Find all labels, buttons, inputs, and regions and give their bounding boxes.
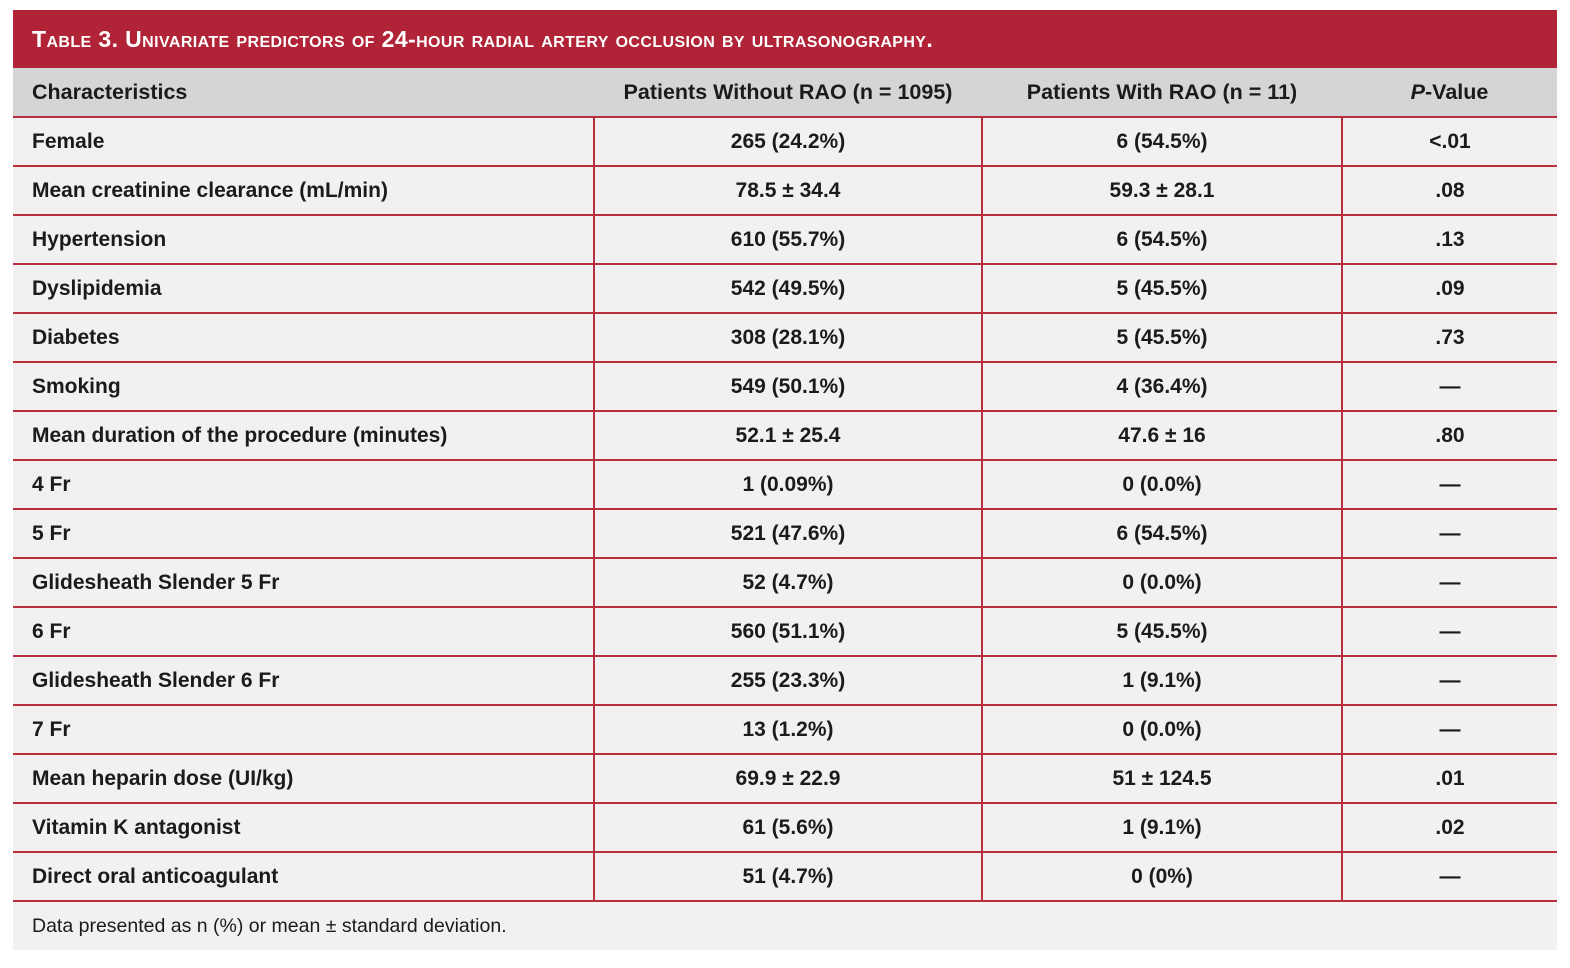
p-value-cell: — xyxy=(1341,852,1557,902)
table-row: 4 Fr 1 (0.09%) 0 (0.0%) — xyxy=(13,460,1557,510)
table-row: Mean duration of the procedure (minutes)… xyxy=(13,411,1557,461)
p-value-cell: — xyxy=(1341,509,1557,559)
p-value-cell: .08 xyxy=(1341,166,1557,216)
with-rao-cell: 4 (36.4%) xyxy=(981,362,1342,412)
table-row: 7 Fr 13 (1.2%) 0 (0.0%) — xyxy=(13,705,1557,755)
with-rao-cell: 6 (54.5%) xyxy=(981,215,1342,265)
table-row: Mean heparin dose (UI/kg) 69.9 ± 22.9 51… xyxy=(13,754,1557,804)
table-row: Direct oral anticoagulant 51 (4.7%) 0 (0… xyxy=(13,852,1557,902)
table-row: Female 265 (24.2%) 6 (54.5%) <.01 xyxy=(13,117,1557,167)
footnote-row: Data presented as n (%) or mean ± standa… xyxy=(13,901,1557,950)
row-label-cell: 4 Fr xyxy=(13,460,594,510)
row-label-cell: Diabetes xyxy=(13,313,594,363)
row-label-cell: 7 Fr xyxy=(13,705,594,755)
table-row: 5 Fr 521 (47.6%) 6 (54.5%) — xyxy=(13,509,1557,559)
row-label-cell: Glidesheath Slender 6 Fr xyxy=(13,656,594,706)
table-3-container: Table 3. Univariate predictors of 24-hou… xyxy=(13,10,1557,950)
row-label-cell: Vitamin K antagonist xyxy=(13,803,594,853)
without-rao-cell: 52 (4.7%) xyxy=(593,558,982,608)
p-value-cell: .01 xyxy=(1341,754,1557,804)
table-row: Mean creatinine clearance (mL/min) 78.5 … xyxy=(13,166,1557,216)
without-rao-cell: 255 (23.3%) xyxy=(593,656,982,706)
without-rao-cell: 265 (24.2%) xyxy=(593,117,982,167)
column-header-characteristics: Characteristics xyxy=(13,68,594,118)
univariate-predictors-table: Characteristics Patients Without RAO (n … xyxy=(13,68,1557,950)
p-value-rest: -Value xyxy=(1425,79,1489,104)
with-rao-cell: 5 (45.5%) xyxy=(981,607,1342,657)
row-label-cell: 5 Fr xyxy=(13,509,594,559)
without-rao-cell: 13 (1.2%) xyxy=(593,705,982,755)
without-rao-cell: 610 (55.7%) xyxy=(593,215,982,265)
row-label-cell: Glidesheath Slender 5 Fr xyxy=(13,558,594,608)
table-row: Dyslipidemia 542 (49.5%) 5 (45.5%) .09 xyxy=(13,264,1557,314)
with-rao-cell: 0 (0.0%) xyxy=(981,558,1342,608)
with-rao-cell: 5 (45.5%) xyxy=(981,264,1342,314)
p-value-cell: .02 xyxy=(1341,803,1557,853)
without-rao-cell: 52.1 ± 25.4 xyxy=(593,411,982,461)
with-rao-cell: 51 ± 124.5 xyxy=(981,754,1342,804)
table-title-bar: Table 3. Univariate predictors of 24-hou… xyxy=(13,10,1557,68)
without-rao-cell: 1 (0.09%) xyxy=(593,460,982,510)
row-label-cell: Mean creatinine clearance (mL/min) xyxy=(13,166,594,216)
with-rao-cell: 6 (54.5%) xyxy=(981,509,1342,559)
with-rao-cell: 1 (9.1%) xyxy=(981,803,1342,853)
without-rao-cell: 51 (4.7%) xyxy=(593,852,982,902)
p-value-cell: .09 xyxy=(1341,264,1557,314)
with-rao-cell: 6 (54.5%) xyxy=(981,117,1342,167)
p-value-cell: — xyxy=(1341,607,1557,657)
p-value-cell: .80 xyxy=(1341,411,1557,461)
without-rao-cell: 542 (49.5%) xyxy=(593,264,982,314)
column-header-p-value: P-Value xyxy=(1342,68,1557,118)
p-value-cell: — xyxy=(1341,705,1557,755)
table-footnote: Data presented as n (%) or mean ± standa… xyxy=(13,901,1557,950)
p-value-cell: — xyxy=(1341,656,1557,706)
table-row: Glidesheath Slender 5 Fr 52 (4.7%) 0 (0.… xyxy=(13,558,1557,608)
table-row: Diabetes 308 (28.1%) 5 (45.5%) .73 xyxy=(13,313,1557,363)
p-value-cell: — xyxy=(1341,460,1557,510)
without-rao-cell: 549 (50.1%) xyxy=(593,362,982,412)
header-row: Characteristics Patients Without RAO (n … xyxy=(13,68,1557,118)
row-label-cell: Direct oral anticoagulant xyxy=(13,852,594,902)
without-rao-cell: 78.5 ± 34.4 xyxy=(593,166,982,216)
row-label-cell: 6 Fr xyxy=(13,607,594,657)
row-label-cell: Female xyxy=(13,117,594,167)
row-label-cell: Smoking xyxy=(13,362,594,412)
with-rao-cell: 5 (45.5%) xyxy=(981,313,1342,363)
row-label-cell: Dyslipidemia xyxy=(13,264,594,314)
without-rao-cell: 521 (47.6%) xyxy=(593,509,982,559)
without-rao-cell: 560 (51.1%) xyxy=(593,607,982,657)
p-value-cell: — xyxy=(1341,362,1557,412)
without-rao-cell: 308 (28.1%) xyxy=(593,313,982,363)
p-value-cell: .73 xyxy=(1341,313,1557,363)
column-header-with-rao: Patients With RAO (n = 11) xyxy=(982,68,1342,118)
column-header-without-rao: Patients Without RAO (n = 1095) xyxy=(594,68,982,118)
without-rao-cell: 61 (5.6%) xyxy=(593,803,982,853)
with-rao-cell: 1 (9.1%) xyxy=(981,656,1342,706)
table-row: Smoking 549 (50.1%) 4 (36.4%) — xyxy=(13,362,1557,412)
p-value-cell: .13 xyxy=(1341,215,1557,265)
row-label-cell: Mean duration of the procedure (minutes) xyxy=(13,411,594,461)
with-rao-cell: 47.6 ± 16 xyxy=(981,411,1342,461)
row-label-cell: Mean heparin dose (UI/kg) xyxy=(13,754,594,804)
table-row: Vitamin K antagonist 61 (5.6%) 1 (9.1%) … xyxy=(13,803,1557,853)
p-value-italic-p: P xyxy=(1410,79,1425,104)
row-label-cell: Hypertension xyxy=(13,215,594,265)
with-rao-cell: 0 (0%) xyxy=(981,852,1342,902)
with-rao-cell: 0 (0.0%) xyxy=(981,460,1342,510)
without-rao-cell: 69.9 ± 22.9 xyxy=(593,754,982,804)
table-title: Table 3. Univariate predictors of 24-hou… xyxy=(32,25,934,52)
table-row: 6 Fr 560 (51.1%) 5 (45.5%) — xyxy=(13,607,1557,657)
p-value-cell: <.01 xyxy=(1341,117,1557,167)
table-row: Glidesheath Slender 6 Fr 255 (23.3%) 1 (… xyxy=(13,656,1557,706)
with-rao-cell: 59.3 ± 28.1 xyxy=(981,166,1342,216)
p-value-cell: — xyxy=(1341,558,1557,608)
table-row: Hypertension 610 (55.7%) 6 (54.5%) .13 xyxy=(13,215,1557,265)
with-rao-cell: 0 (0.0%) xyxy=(981,705,1342,755)
